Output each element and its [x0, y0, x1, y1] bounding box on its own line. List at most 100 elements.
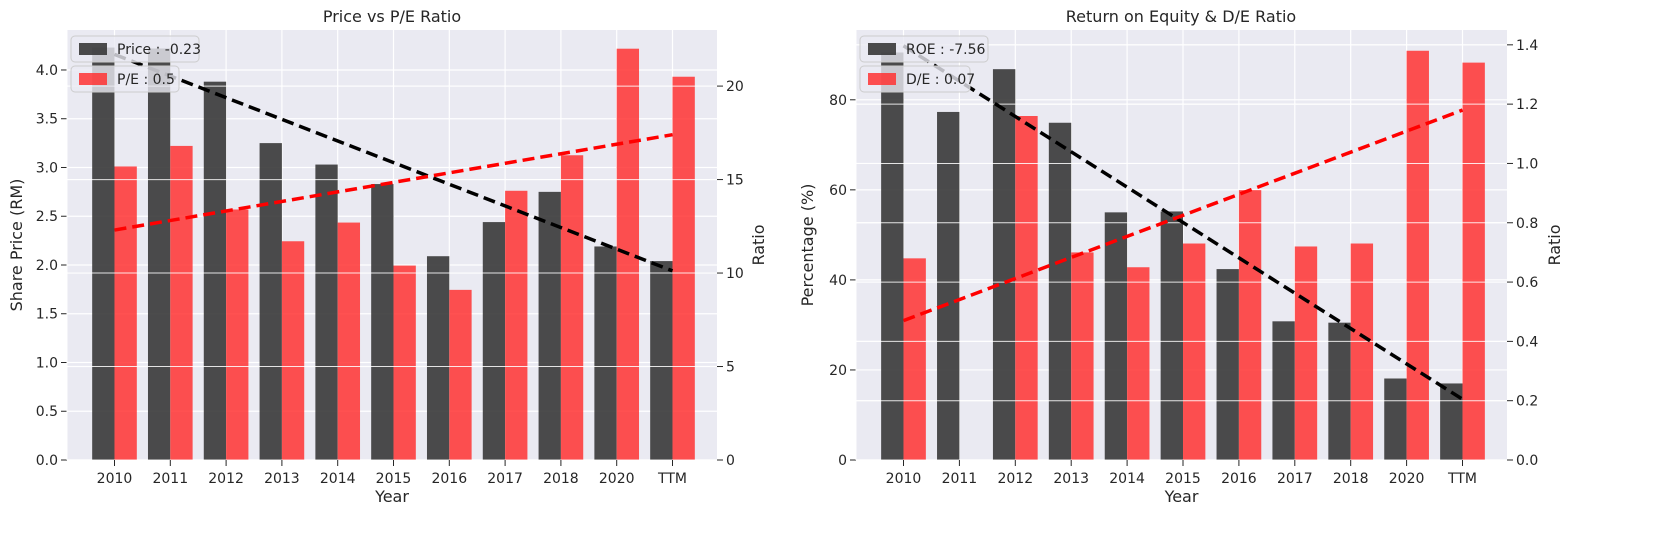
y-tick-label: 4.0	[36, 63, 58, 79]
bar	[315, 164, 338, 461]
y2-tick-label: 15	[726, 173, 744, 189]
bar	[203, 81, 227, 460]
legend-swatch	[79, 43, 107, 55]
y2-tick-label: 1.0	[1516, 156, 1538, 172]
bar	[1183, 243, 1206, 460]
x-tick-label: 2015	[1165, 471, 1201, 487]
chart-title: Price vs P/E Ratio	[323, 7, 461, 26]
y-tick-label: 0.5	[36, 404, 58, 420]
chart-1: 0.0 0.5 1.0 1.5 2.0 2.5 3.0 3.5 4.0 0 5 10 15 20 2010 2…	[7, 7, 768, 506]
x-tick-label: 2016	[1221, 471, 1257, 487]
bar	[226, 209, 249, 460]
bar	[1160, 211, 1183, 460]
bar	[903, 258, 926, 460]
legend-swatch	[79, 73, 107, 85]
series-dark	[92, 47, 673, 461]
chart-2: 0 20 40 60 80 0.0 0.2 0.4 0.6 0.8 1.0 1.2 1.4 2010 201…	[798, 7, 1564, 506]
bar	[505, 190, 528, 461]
y-axis-title: Percentage (%)	[798, 184, 817, 307]
bar	[1071, 252, 1094, 460]
x-tick-label: 2013	[264, 471, 300, 487]
legend-box	[70, 65, 180, 93]
bar	[1104, 212, 1128, 460]
y-tick-label: 0.0	[36, 453, 58, 469]
bar	[170, 145, 193, 461]
x-axis-title: Year	[374, 487, 409, 506]
y2-axis-title: Ratio	[1545, 224, 1564, 265]
x-tick-label: 2012	[997, 471, 1033, 487]
trendline-dark	[902, 44, 1464, 401]
x-tick-label: TTM	[657, 471, 687, 487]
series-dark	[881, 52, 1463, 461]
legend-box	[859, 35, 989, 63]
legend-dark: ROE : -7.56	[859, 35, 989, 63]
bar	[1048, 122, 1072, 460]
x-tick-label: 2011	[942, 471, 978, 487]
bar	[881, 52, 904, 460]
y2-tick-label: 0.0	[1516, 453, 1538, 469]
legend-swatch	[868, 43, 896, 55]
legend-swatch	[868, 73, 896, 85]
y-tick-label: 60	[829, 183, 847, 199]
bar	[1440, 383, 1463, 460]
y2-tick-label: 0.6	[1516, 275, 1538, 291]
bar	[147, 48, 171, 461]
y-axis-title: Share Price (RM)	[7, 179, 26, 312]
bar	[1015, 116, 1038, 460]
bar	[92, 47, 115, 460]
legend-red: D/E : 0.07	[859, 65, 975, 93]
legend-red: P/E : 0.5	[70, 65, 180, 93]
legend-label: Price : -0.23	[117, 42, 201, 58]
bar	[650, 261, 673, 460]
bar	[1216, 269, 1239, 460]
grid-overlay	[856, 44, 1507, 461]
x-tick-label: 2017	[487, 471, 523, 487]
bar	[337, 222, 361, 460]
y-tick-label: 80	[829, 93, 847, 109]
x-tick-label: 2011	[152, 471, 188, 487]
y2-tick-label: 5	[726, 360, 735, 376]
bar	[1294, 246, 1318, 460]
x-tick-label: 2017	[1277, 471, 1313, 487]
y2-tick-label: 10	[726, 266, 744, 282]
bar	[1127, 267, 1150, 460]
bar	[937, 111, 960, 461]
legend-label: P/E : 0.5	[117, 72, 175, 88]
bar	[281, 241, 305, 460]
trendline-red	[114, 132, 673, 232]
bar	[426, 256, 450, 460]
y-tick-label: 2.5	[36, 209, 58, 225]
legend-dark: Price : -0.23	[70, 35, 201, 63]
x-tick-label: 2014	[1109, 471, 1145, 487]
legend-box	[70, 35, 200, 63]
y2-axis-title: Ratio	[749, 224, 768, 265]
bar	[560, 155, 584, 460]
y-tick-label: 2.0	[36, 258, 58, 274]
y-tick-label: 3.5	[36, 112, 58, 128]
y2-tick-label: 0	[726, 453, 735, 469]
chart-title: Return on Equity & D/E Ratio	[1066, 7, 1296, 26]
bar	[1350, 243, 1374, 460]
bar	[672, 76, 695, 460]
bar	[449, 289, 472, 460]
y2-tick-label: 0.4	[1516, 334, 1538, 350]
x-tick-label: 2020	[599, 471, 635, 487]
series-red	[903, 50, 1485, 461]
x-tick-label: 2018	[1333, 471, 1369, 487]
x-tick-label: 2012	[208, 471, 244, 487]
series-red	[114, 48, 695, 461]
y-tick-label: 20	[829, 363, 847, 379]
x-tick-label: 2013	[1053, 471, 1089, 487]
x-tick-label: TTM	[1447, 471, 1477, 487]
bar	[482, 222, 506, 460]
y-tick-label: 0	[838, 453, 847, 469]
legend-box	[859, 65, 971, 93]
bar	[1272, 321, 1295, 460]
bar	[1328, 322, 1351, 460]
x-tick-label: 2020	[1389, 471, 1425, 487]
bar	[1406, 50, 1429, 461]
bar	[114, 166, 137, 460]
trendline-dark	[113, 52, 674, 273]
